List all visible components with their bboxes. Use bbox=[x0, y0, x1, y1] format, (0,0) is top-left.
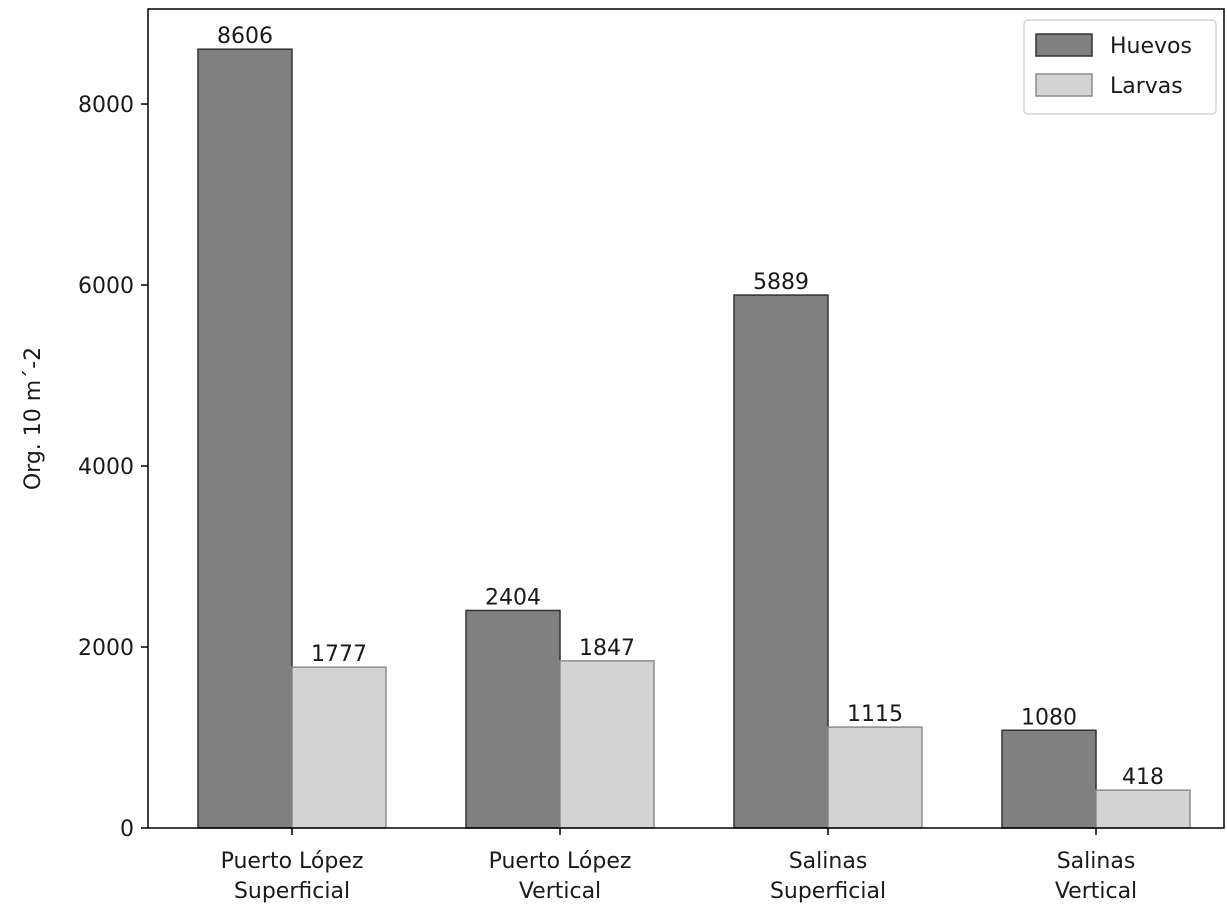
bar-huevos-2 bbox=[465, 609, 561, 829]
bar-huevos-3 bbox=[733, 294, 829, 829]
x-tick-label-line: Superficial bbox=[770, 879, 886, 904]
data-label-larvas-3: 1115 bbox=[847, 702, 903, 727]
x-tick-label-line: Superficial bbox=[234, 879, 350, 904]
x-tick-label-line: Salinas bbox=[789, 849, 868, 874]
legend: Huevos Larvas bbox=[1023, 19, 1217, 115]
data-label-huevos-4: 1080 bbox=[1021, 705, 1077, 730]
data-label-huevos-2: 2404 bbox=[485, 585, 541, 610]
bars-layer bbox=[197, 48, 1191, 829]
bar-larvas-3 bbox=[827, 726, 923, 829]
bar-huevos-4 bbox=[1001, 729, 1097, 829]
data-label-larvas-2: 1847 bbox=[579, 636, 635, 661]
legend-label-huevos: Huevos bbox=[1110, 34, 1192, 59]
y-tick-label: 8000 bbox=[78, 93, 134, 118]
x-tick-label-line: Vertical bbox=[1055, 879, 1137, 904]
x-tick-label: Puerto López Vertical bbox=[489, 849, 632, 904]
data-label-larvas-1: 1777 bbox=[311, 642, 367, 667]
bar-huevos-1 bbox=[197, 48, 293, 829]
x-tick-label-line: Vertical bbox=[519, 879, 601, 904]
y-tick-label: 0 bbox=[120, 817, 134, 842]
y-tick-label: 6000 bbox=[78, 274, 134, 299]
x-tick-label-line: Puerto López bbox=[489, 849, 632, 874]
x-tick-label-line: Puerto López bbox=[221, 849, 364, 874]
x-tick-label: Salinas Superficial bbox=[770, 849, 886, 904]
legend-swatch-huevos bbox=[1035, 33, 1093, 57]
bar-larvas-4 bbox=[1095, 789, 1191, 829]
x-tick-label: Salinas Vertical bbox=[1055, 849, 1137, 904]
plot-frame bbox=[147, 8, 1225, 829]
y-tick-label: 2000 bbox=[78, 636, 134, 661]
y-axis: 0 2000 4000 6000 8000 bbox=[78, 93, 148, 842]
y-axis-title: Org. 10 m´-2 bbox=[21, 347, 46, 490]
x-axis: Puerto López Superficial Puerto López Verti… bbox=[221, 828, 1137, 904]
data-label-larvas-4: 418 bbox=[1122, 765, 1164, 790]
bar-larvas-1 bbox=[291, 666, 387, 829]
data-label-huevos-3: 5889 bbox=[753, 270, 809, 295]
legend-swatch-larvas bbox=[1035, 73, 1093, 97]
data-labels-layer: 8606 1777 2404 1847 5889 1115 1080 418 bbox=[217, 24, 1164, 790]
bar-larvas-2 bbox=[559, 660, 655, 829]
x-tick-label: Puerto López Superficial bbox=[221, 849, 364, 904]
legend-label-larvas: Larvas bbox=[1110, 74, 1183, 99]
data-label-huevos-1: 8606 bbox=[217, 24, 273, 49]
x-tick-label-line: Salinas bbox=[1057, 849, 1136, 874]
y-tick-label: 4000 bbox=[78, 455, 134, 480]
